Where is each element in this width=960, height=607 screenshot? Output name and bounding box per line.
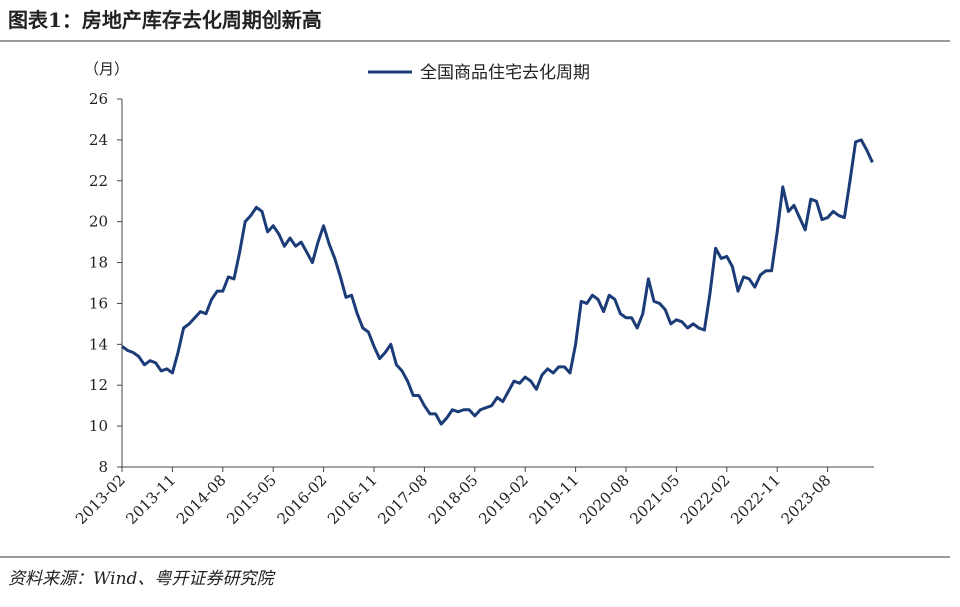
- x-tick-label: 2017-08: [374, 471, 431, 528]
- x-tick-label: 2020-08: [576, 471, 633, 528]
- x-tick-label: 2013-02: [72, 471, 129, 528]
- x-tick-label: 2016-11: [324, 471, 381, 528]
- x-tick-label: 2022-02: [677, 471, 734, 528]
- x-tick-label: 2019-11: [526, 471, 583, 528]
- title: 图表1：房地产库存去化周期创新高: [8, 8, 322, 32]
- y-tick-label: 16: [89, 294, 108, 312]
- x-tick-label: 2021-05: [626, 471, 683, 528]
- y-tick-label: 12: [89, 376, 108, 394]
- line: [121, 138, 874, 426]
- y-tick-label: 18: [89, 254, 108, 272]
- x-tick-label: 2019-02: [475, 471, 532, 528]
- source: 资料来源：Wind、粤开证券研究院: [8, 569, 276, 589]
- y-tick-label: 14: [89, 335, 108, 353]
- x-tick-label: 2013-11: [122, 471, 179, 528]
- x-tick-label: 2016-02: [274, 471, 331, 528]
- x-tick-label: 2015-05: [223, 471, 280, 528]
- x-tick-label: 2023-08: [778, 471, 835, 528]
- y-tick-label: 22: [89, 172, 108, 190]
- x-tick-label: 2014-08: [173, 471, 230, 528]
- y-unit: （月）: [84, 60, 129, 78]
- y-tick-label: 10: [89, 417, 108, 435]
- y-tick-label: 8: [98, 458, 108, 476]
- y-tick-label: 26: [89, 90, 108, 108]
- x-tick-label: 2018-05: [425, 471, 482, 528]
- y-tick-label: 24: [89, 131, 108, 149]
- x-tick-label: 2022-11: [727, 471, 784, 528]
- y-tick-label: 20: [89, 213, 108, 231]
- legend-label: 全国商品住宅去化周期: [420, 63, 590, 83]
